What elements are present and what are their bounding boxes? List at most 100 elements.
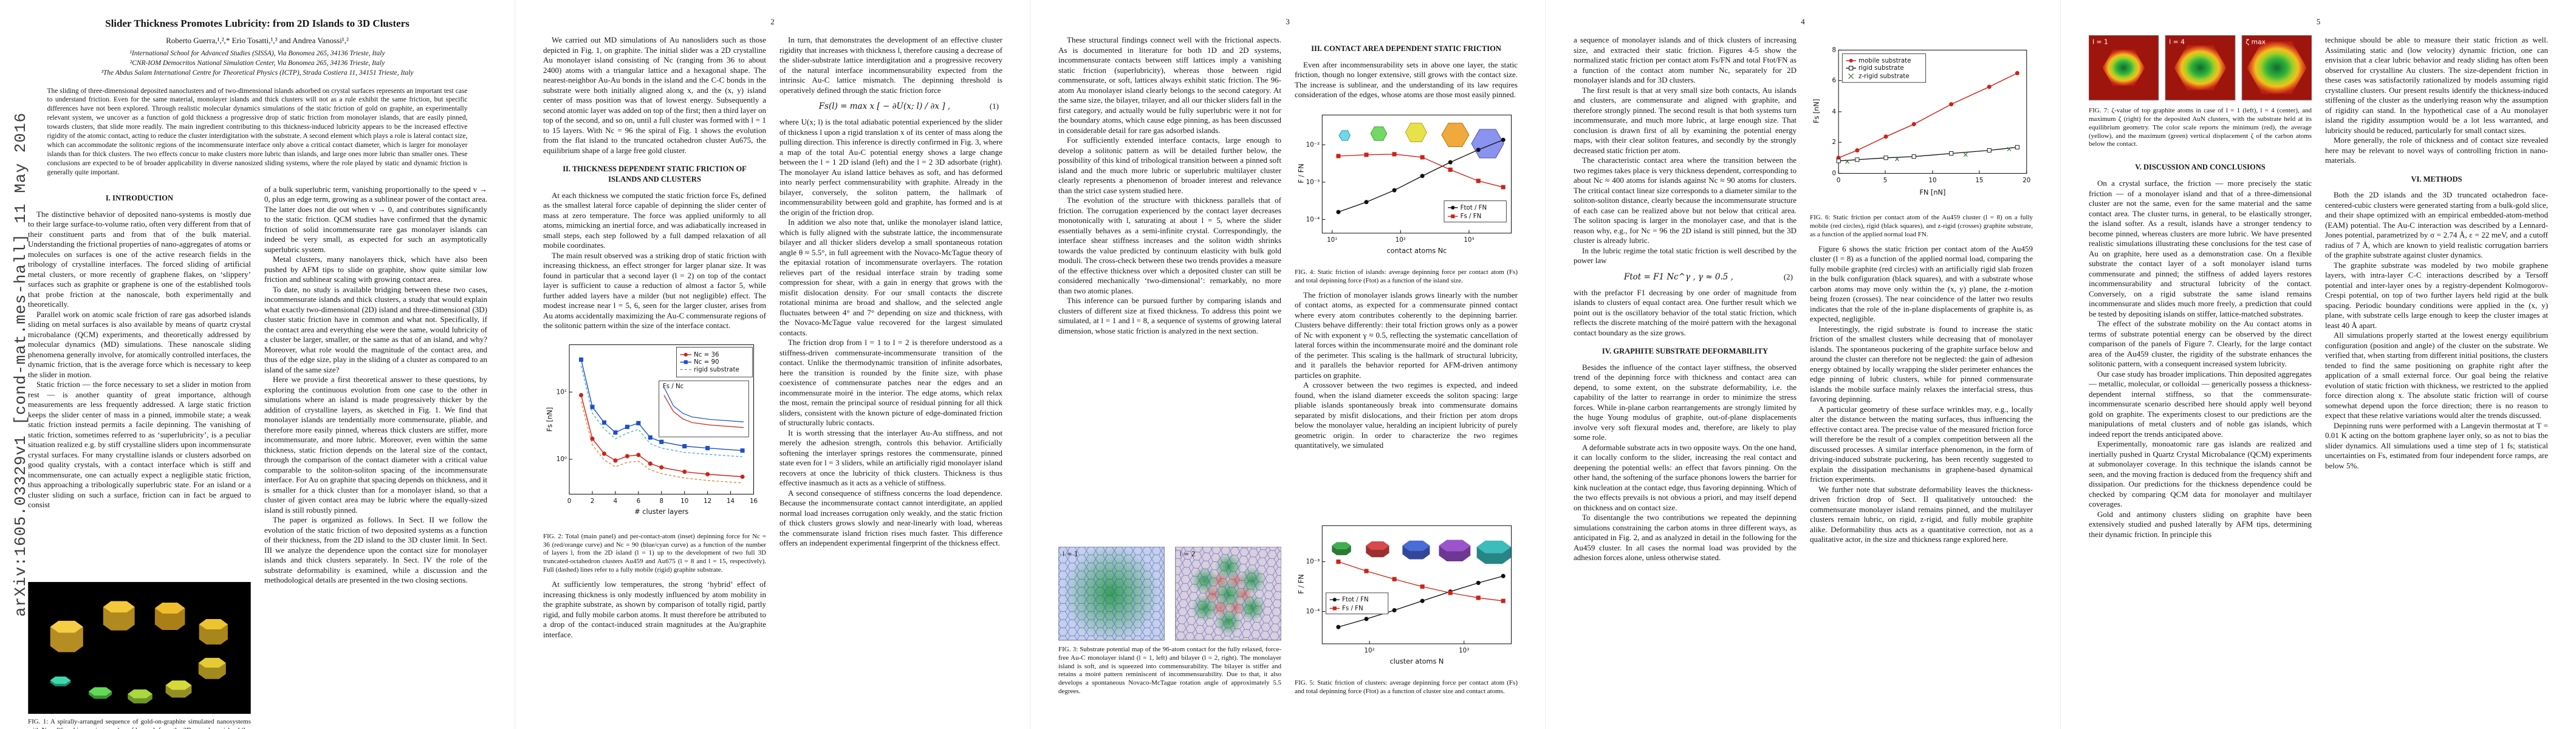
figure-3: l = 1 bbox=[1058, 546, 1281, 696]
paragraph: of a bulk superlubric term, vanishing pr… bbox=[264, 184, 487, 254]
svg-text:Nc = 36: Nc = 36 bbox=[694, 351, 719, 358]
fig6-ticks: 0 5 10 15 20 0 2 4 6 8 bbox=[1832, 47, 2031, 184]
svg-text:14: 14 bbox=[727, 498, 735, 505]
page5-col-left: l = 1 l = 4 ζ max FIG. 7: bbox=[2089, 35, 2312, 701]
page-number: 3 bbox=[1286, 17, 1290, 26]
svg-text:rigid substrate: rigid substrate bbox=[694, 366, 739, 373]
fig2-x-tick-labels: 0 2 4 6 8 10 12 14 16 bbox=[567, 491, 758, 505]
figure-2-caption: FIG. 2: Total (main panel) and per-conta… bbox=[543, 532, 766, 574]
svg-text:2: 2 bbox=[1832, 139, 1837, 146]
paragraph: A particular geometry of these surface w… bbox=[1810, 404, 2033, 484]
body-paragraphs: Both the 2D islands and the 3D truncated… bbox=[2325, 190, 2548, 471]
fig6-markers-mobile bbox=[1836, 70, 2019, 160]
svg-text:mobile substrate: mobile substrate bbox=[1858, 57, 1911, 64]
svg-text:0: 0 bbox=[1832, 169, 1837, 177]
paragraph: The distinctive behavior of deposited na… bbox=[28, 209, 251, 309]
figure-4-plot: Ftot / FN Fs / FN 10¹ 10² 10³ 10⁻² 10⁻³ bbox=[1298, 114, 1512, 255]
paragraph: The friction of monolayer islands grows … bbox=[1295, 290, 1518, 380]
svg-text:10⁻⁴: 10⁻⁴ bbox=[1306, 216, 1320, 223]
fig3-label-left: l = 1 bbox=[1063, 550, 1078, 558]
section-heading-substrate: IV. GRAPHITE SUBSTRATE DEFORMABILITY bbox=[1601, 347, 1769, 355]
figure-7: l = 1 l = 4 ζ max FIG. 7: bbox=[2089, 35, 2312, 149]
figure-2: 10¹ 10⁰ 0 2 4 6 bbox=[543, 338, 766, 575]
fig4-legend: Ftot / FN Fs / FN bbox=[1444, 200, 1507, 222]
svg-text:10⁻⁴: 10⁻⁴ bbox=[1306, 609, 1320, 615]
svg-text:10: 10 bbox=[680, 498, 688, 505]
svg-text:4: 4 bbox=[1832, 108, 1837, 115]
svg-text:6: 6 bbox=[637, 498, 641, 505]
fig3-panel-bilayer bbox=[1175, 546, 1281, 640]
affiliation-2: ²CNR-IOM Democritos National Simulation … bbox=[129, 60, 385, 67]
paragraph: Static friction — the force necessary to… bbox=[28, 380, 251, 510]
svg-text:10³: 10³ bbox=[1459, 648, 1469, 654]
fig2-markers-nc90 bbox=[578, 357, 745, 453]
paragraph: Parallel work on atomic scale friction o… bbox=[28, 309, 251, 379]
paragraph: We carried out MD simulations of Au nano… bbox=[543, 35, 766, 155]
paragraph: The paper is organized as follows. In Se… bbox=[264, 515, 487, 585]
svg-text:5: 5 bbox=[1883, 177, 1888, 184]
svg-text:10²: 10² bbox=[1365, 648, 1375, 654]
fig6-markers-rigid bbox=[1836, 145, 2019, 163]
page3-col-right: III. CONTACT AREA DEPENDENT STATIC FRICT… bbox=[1295, 35, 1518, 701]
page-1: arXiv:1605.03329v1 [cond-mat.mes-hall] 1… bbox=[0, 0, 515, 729]
svg-text:rigid substrate: rigid substrate bbox=[1858, 64, 1904, 72]
page-number: 4 bbox=[1801, 17, 1805, 26]
section-heading-discussion: V. DISCUSSION AND CONCLUSIONS bbox=[2135, 163, 2266, 172]
svg-text:0: 0 bbox=[567, 498, 572, 505]
svg-text:l = 4: l = 4 bbox=[2169, 38, 2185, 46]
figure-4: Ftot / FN Fs / FN 10¹ 10² 10³ 10⁻² 10⁻³ bbox=[1295, 108, 1518, 286]
figure-1: FIG. 1: A spirally-arranged sequence of … bbox=[28, 582, 251, 729]
fig4-markers-total bbox=[1336, 137, 1506, 214]
figure-1-caption: FIG. 1: A spirally-arranged sequence of … bbox=[28, 718, 251, 729]
figure-7-caption: FIG. 7: ζ-value of top graphite atoms in… bbox=[2089, 107, 2312, 148]
paragraph: The first result is that at very small s… bbox=[1574, 85, 1797, 155]
paragraph: For sufficiently extended interface cont… bbox=[1058, 135, 1281, 195]
paragraph: To disentangle the two contributions we … bbox=[1574, 513, 1797, 563]
svg-text:Ftot / FN: Ftot / FN bbox=[1461, 205, 1487, 211]
section-heading-contact-area: III. CONTACT AREA DEPENDENT STATIC FRICT… bbox=[1311, 44, 1501, 53]
equation-2-number: (2) bbox=[1783, 272, 1793, 281]
svg-text:20: 20 bbox=[2023, 177, 2030, 184]
paragraph: A second consequence of stiffness concer… bbox=[779, 488, 1002, 548]
paragraph: Here we provide a first theoretical answ… bbox=[264, 375, 487, 515]
body-paragraphs: Besides the influence of the contact lay… bbox=[1574, 363, 1797, 563]
svg-text:16: 16 bbox=[750, 498, 758, 505]
figure-7-image: l = 1 l = 4 ζ max bbox=[2089, 35, 2312, 101]
svg-text:8: 8 bbox=[1832, 47, 1837, 54]
page-3: 3 These structural findings connect well… bbox=[1030, 0, 1546, 729]
fig5-x-axis-label: cluster atoms N bbox=[1389, 658, 1444, 666]
page-2: 2 We carried out MD simulations of Au na… bbox=[515, 0, 1030, 729]
gold-cluster-spiral bbox=[50, 601, 228, 704]
fig5-y-axis-label: F / FN bbox=[1298, 575, 1306, 594]
svg-text:Nc = 90: Nc = 90 bbox=[694, 358, 719, 366]
paragraph: Our case study has broader implications.… bbox=[2089, 369, 2312, 439]
fig3-label-right: l = 2 bbox=[1180, 550, 1196, 558]
fig3-panel-monolayer: l = 1 bbox=[1058, 546, 1165, 642]
paragraph: At each thickness we computed the static… bbox=[543, 190, 766, 250]
figure-5-plot: Ftot / FN Fs / FN 10² 10³ 10⁻³ 10⁻⁴ bbox=[1298, 525, 1512, 666]
affiliation-1: ¹International School for Advanced Studi… bbox=[129, 50, 385, 58]
svg-text:Fs / FN: Fs / FN bbox=[1342, 606, 1363, 612]
body-paragraphs: technique should be able to measure thei… bbox=[2325, 35, 2548, 166]
paragraph: In addition we also note that, unlike th… bbox=[779, 217, 1002, 337]
paragraph: Gold and antimony clusters sliding on gr… bbox=[2089, 509, 2312, 539]
svg-text:8: 8 bbox=[660, 498, 664, 505]
paragraph: The main result observed was a striking … bbox=[543, 250, 766, 330]
paragraph: Besides the influence of the contact lay… bbox=[1574, 362, 1797, 442]
paragraph: The friction drop from l = 1 to l = 2 is… bbox=[779, 338, 1002, 427]
fig2-y-axis-label: Fs [nN] bbox=[546, 407, 553, 431]
fig2-inset-nc36 bbox=[663, 394, 744, 428]
figure-6-plot: mobile substrate rigid substrate z-rigid… bbox=[1812, 47, 2031, 197]
fig7-panel-l1: l = 1 bbox=[2089, 35, 2159, 101]
svg-text:Ftot / FN: Ftot / FN bbox=[1342, 597, 1369, 603]
paragraph: On a crystal surface, the friction — mor… bbox=[2089, 179, 2312, 318]
paragraph: The evolution of the structure with thic… bbox=[1058, 196, 1281, 295]
paragraph: Metal clusters, many nanolayers thick, w… bbox=[264, 255, 487, 284]
fig2-markers-nc36 bbox=[578, 392, 745, 479]
fig6-legend: mobile substrate rigid substrate z-rigid… bbox=[1841, 53, 1927, 83]
paragraph: The characteristic contact area where th… bbox=[1574, 156, 1797, 245]
svg-text:15: 15 bbox=[1975, 177, 1983, 184]
page1-col-left: I. INTRODUCTION The distinctive behavior… bbox=[28, 185, 251, 729]
fig7-panel-max: ζ max bbox=[2241, 35, 2312, 101]
equation-1: Fs(l) = max x [ − ∂U(x; l) / ∂x ] , (1) bbox=[779, 101, 1002, 111]
